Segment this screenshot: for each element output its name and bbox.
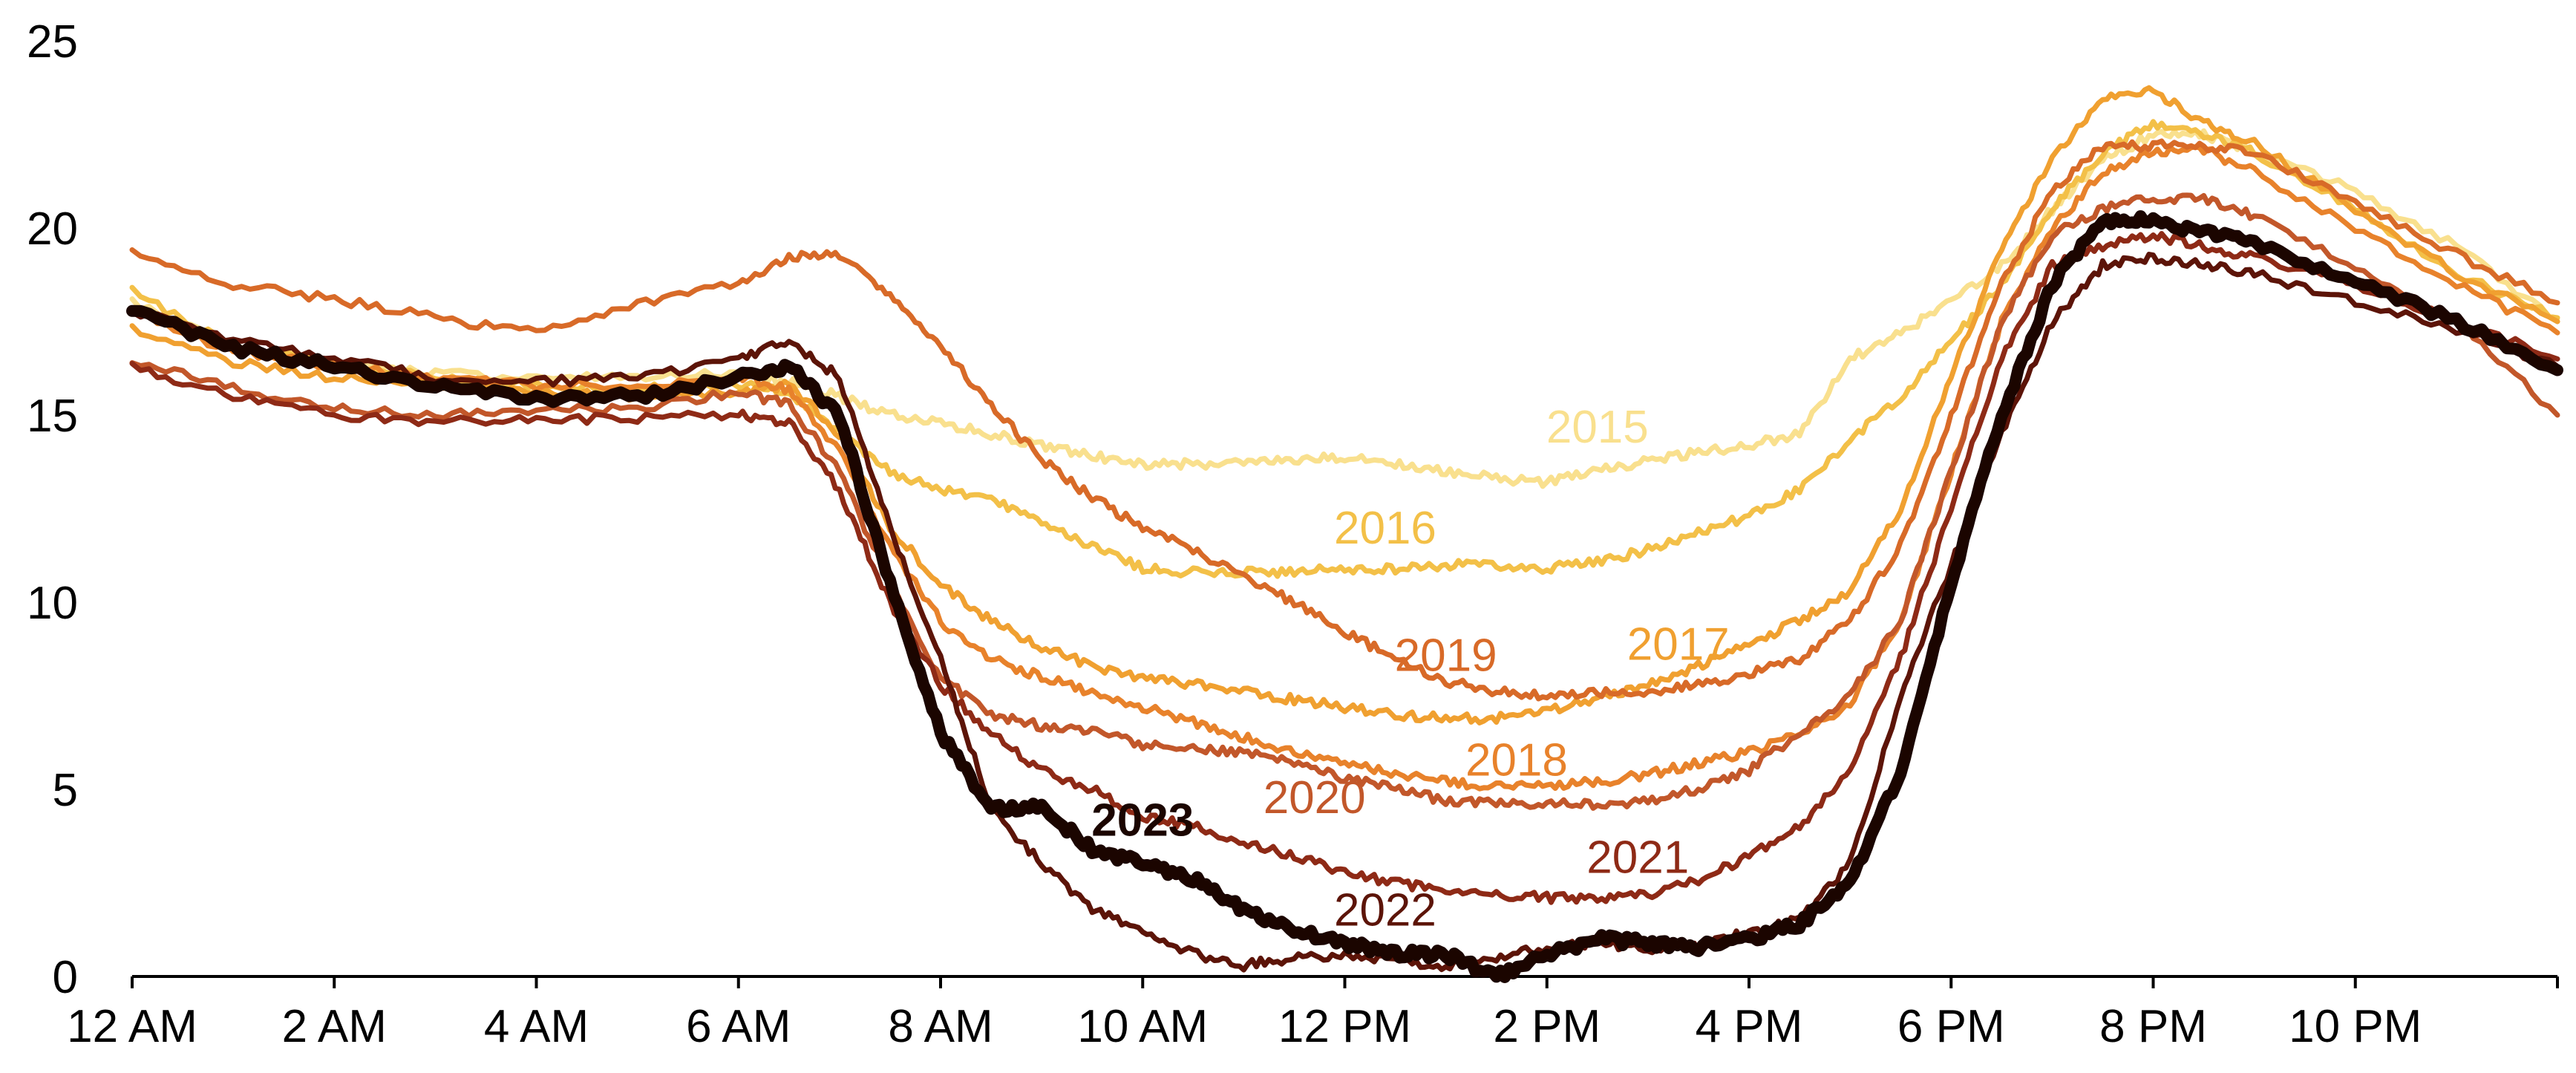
series-line-2018 (129, 144, 2560, 792)
y-tick-label: 10 (27, 578, 78, 629)
y-tick-label: 25 (27, 16, 78, 68)
series-label-2023: 2023 (1091, 795, 1194, 846)
series-label-2021: 2021 (1586, 832, 1689, 884)
x-tick-label: 8 PM (2099, 1001, 2207, 1052)
x-axis: 12 AM 2 AM 4 AM 6 AM 8 AM 10 AM 12 PM 2 PM 4 PM 6… (67, 975, 2559, 1052)
y-axis: 0 5 10 15 20 25 (27, 16, 78, 1003)
series-line-2017 (129, 85, 2560, 725)
y-tick-label: 0 (53, 952, 78, 1003)
y-tick-label: 20 (27, 203, 78, 255)
series-labels: 2015 2016 2017 2018 2019 2020 2021 2022 2023 (1091, 402, 1729, 936)
series-line-2015 (129, 128, 2560, 489)
x-tick-label: 10 AM (1077, 1001, 1208, 1052)
series-line-2020 (129, 192, 2560, 811)
series-line-2023 (126, 210, 2563, 983)
x-tick-label: 4 AM (484, 1001, 589, 1052)
series-label-2015: 2015 (1546, 402, 1649, 453)
y-tick-label: 15 (27, 391, 78, 442)
series-label-2018: 2018 (1465, 735, 1568, 786)
series-label-2019: 2019 (1395, 630, 1497, 682)
x-tick-label: 4 PM (1696, 1001, 1803, 1052)
y-tick-label: 5 (53, 765, 78, 816)
series-label-2022: 2022 (1334, 884, 1436, 936)
series-label-2016: 2016 (1334, 503, 1436, 554)
series-line-2022 (129, 252, 2560, 973)
series-label-2020: 2020 (1264, 772, 1366, 823)
x-tick-label: 6 PM (1897, 1001, 2005, 1052)
series-lines (126, 85, 2563, 983)
x-tick-label: 2 AM (282, 1001, 387, 1052)
x-tick-label: 6 AM (686, 1001, 791, 1052)
x-tick-label: 8 AM (888, 1001, 993, 1052)
series-line-2019 (129, 138, 2560, 702)
x-tick-label: 12 AM (67, 1001, 197, 1052)
x-tick-label: 2 PM (1493, 1001, 1601, 1052)
x-tick-label: 10 PM (2289, 1001, 2422, 1052)
series-label-2017: 2017 (1627, 619, 1730, 670)
x-tick-label: 12 PM (1278, 1001, 1411, 1052)
